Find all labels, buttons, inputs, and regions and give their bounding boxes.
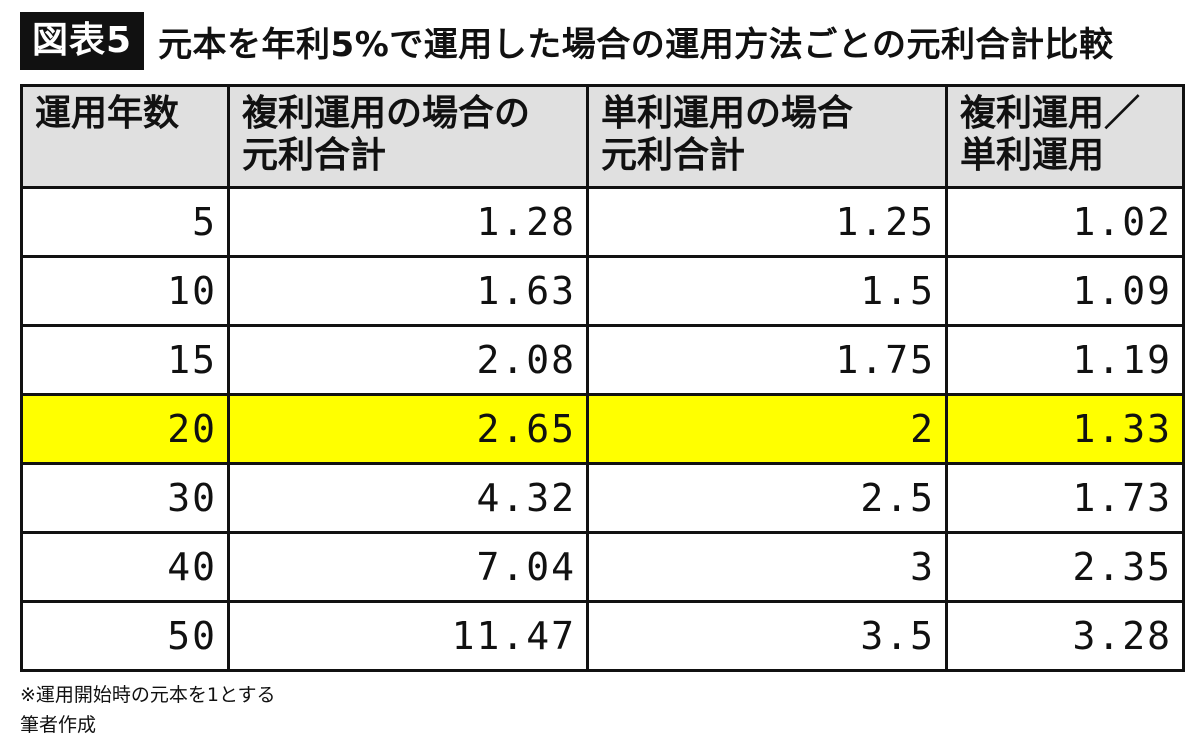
- footnote-source: 筆者作成: [20, 714, 97, 736]
- cell-years: 40: [20, 531, 230, 603]
- header-row: 運用年数 複利運用の場合の 元利合計 単利運用の場合 元利合計 複利運用／ 単利…: [20, 84, 1185, 189]
- cell-ratio: 1.19: [945, 324, 1185, 396]
- header-years: 運用年数: [20, 84, 230, 189]
- cell-compound: 1.63: [227, 255, 589, 327]
- figure-title-text: 元本を年利5%で運用した場合の運用方法ごとの元利合計比較: [158, 24, 1114, 65]
- header-ratio: 複利運用／ 単利運用: [945, 84, 1185, 189]
- header-line: 元利合計: [242, 135, 387, 176]
- cell-compound: 4.32: [227, 462, 589, 534]
- cell-simple: 1.25: [586, 186, 948, 258]
- header-line: 複利運用／: [960, 93, 1141, 134]
- header-simple-total: 単利運用の場合 元利合計: [586, 84, 948, 189]
- cell-simple: 2: [586, 393, 948, 465]
- header-line: 運用年数: [35, 93, 180, 134]
- cell-years: 50: [20, 600, 230, 672]
- footnote-note: ※運用開始時の元本を1とする: [20, 684, 276, 706]
- table-row: 50 11.47 3.5 3.28: [20, 600, 1185, 672]
- cell-simple: 3: [586, 531, 948, 603]
- table-row: 40 7.04 3 2.35: [20, 531, 1185, 603]
- cell-ratio: 2.35: [945, 531, 1185, 603]
- cell-compound: 1.28: [227, 186, 589, 258]
- cell-ratio: 1.02: [945, 186, 1185, 258]
- cell-simple: 1.75: [586, 324, 948, 396]
- cell-years: 20: [20, 393, 230, 465]
- cell-compound: 7.04: [227, 531, 589, 603]
- cell-simple: 2.5: [586, 462, 948, 534]
- header-compound-total: 複利運用の場合の 元利合計: [227, 84, 589, 189]
- cell-years: 30: [20, 462, 230, 534]
- table-body: 5 1.28 1.25 1.02 10 1.63 1.5 1.09 15 2.0…: [20, 186, 1185, 672]
- table-row: 15 2.08 1.75 1.19: [20, 324, 1185, 396]
- table-header: 運用年数 複利運用の場合の 元利合計 単利運用の場合 元利合計 複利運用／ 単利…: [20, 84, 1185, 189]
- table-row: 5 1.28 1.25 1.02: [20, 186, 1185, 258]
- header-line: 複利運用の場合の: [242, 93, 531, 134]
- table-row: 20 2.65 2 1.33: [20, 393, 1185, 465]
- cell-ratio: 1.33: [945, 393, 1185, 465]
- cell-compound: 2.08: [227, 324, 589, 396]
- header-line: 単利運用の場合: [601, 93, 854, 134]
- header-line: 単利運用: [960, 135, 1105, 176]
- cell-compound: 11.47: [227, 600, 589, 672]
- table-row: 10 1.63 1.5 1.09: [20, 255, 1185, 327]
- footnotes: ※運用開始時の元本を1とする 筆者作成: [20, 680, 275, 740]
- cell-ratio: 1.73: [945, 462, 1185, 534]
- table-row: 30 4.32 2.5 1.73: [20, 462, 1185, 534]
- comparison-table: 運用年数 複利運用の場合の 元利合計 単利運用の場合 元利合計 複利運用／ 単利…: [20, 84, 1185, 672]
- cell-ratio: 3.28: [945, 600, 1185, 672]
- cell-simple: 1.5: [586, 255, 948, 327]
- cell-years: 5: [20, 186, 230, 258]
- cell-compound: 2.65: [227, 393, 589, 465]
- cell-ratio: 1.09: [945, 255, 1185, 327]
- figure-title: 図表5 元本を年利5%で運用した場合の運用方法ごとの元利合計比較: [20, 12, 1113, 70]
- cell-years: 10: [20, 255, 230, 327]
- cell-years: 15: [20, 324, 230, 396]
- figure-number-badge: 図表5: [20, 12, 145, 70]
- cell-simple: 3.5: [586, 600, 948, 672]
- header-line: 元利合計: [601, 135, 746, 176]
